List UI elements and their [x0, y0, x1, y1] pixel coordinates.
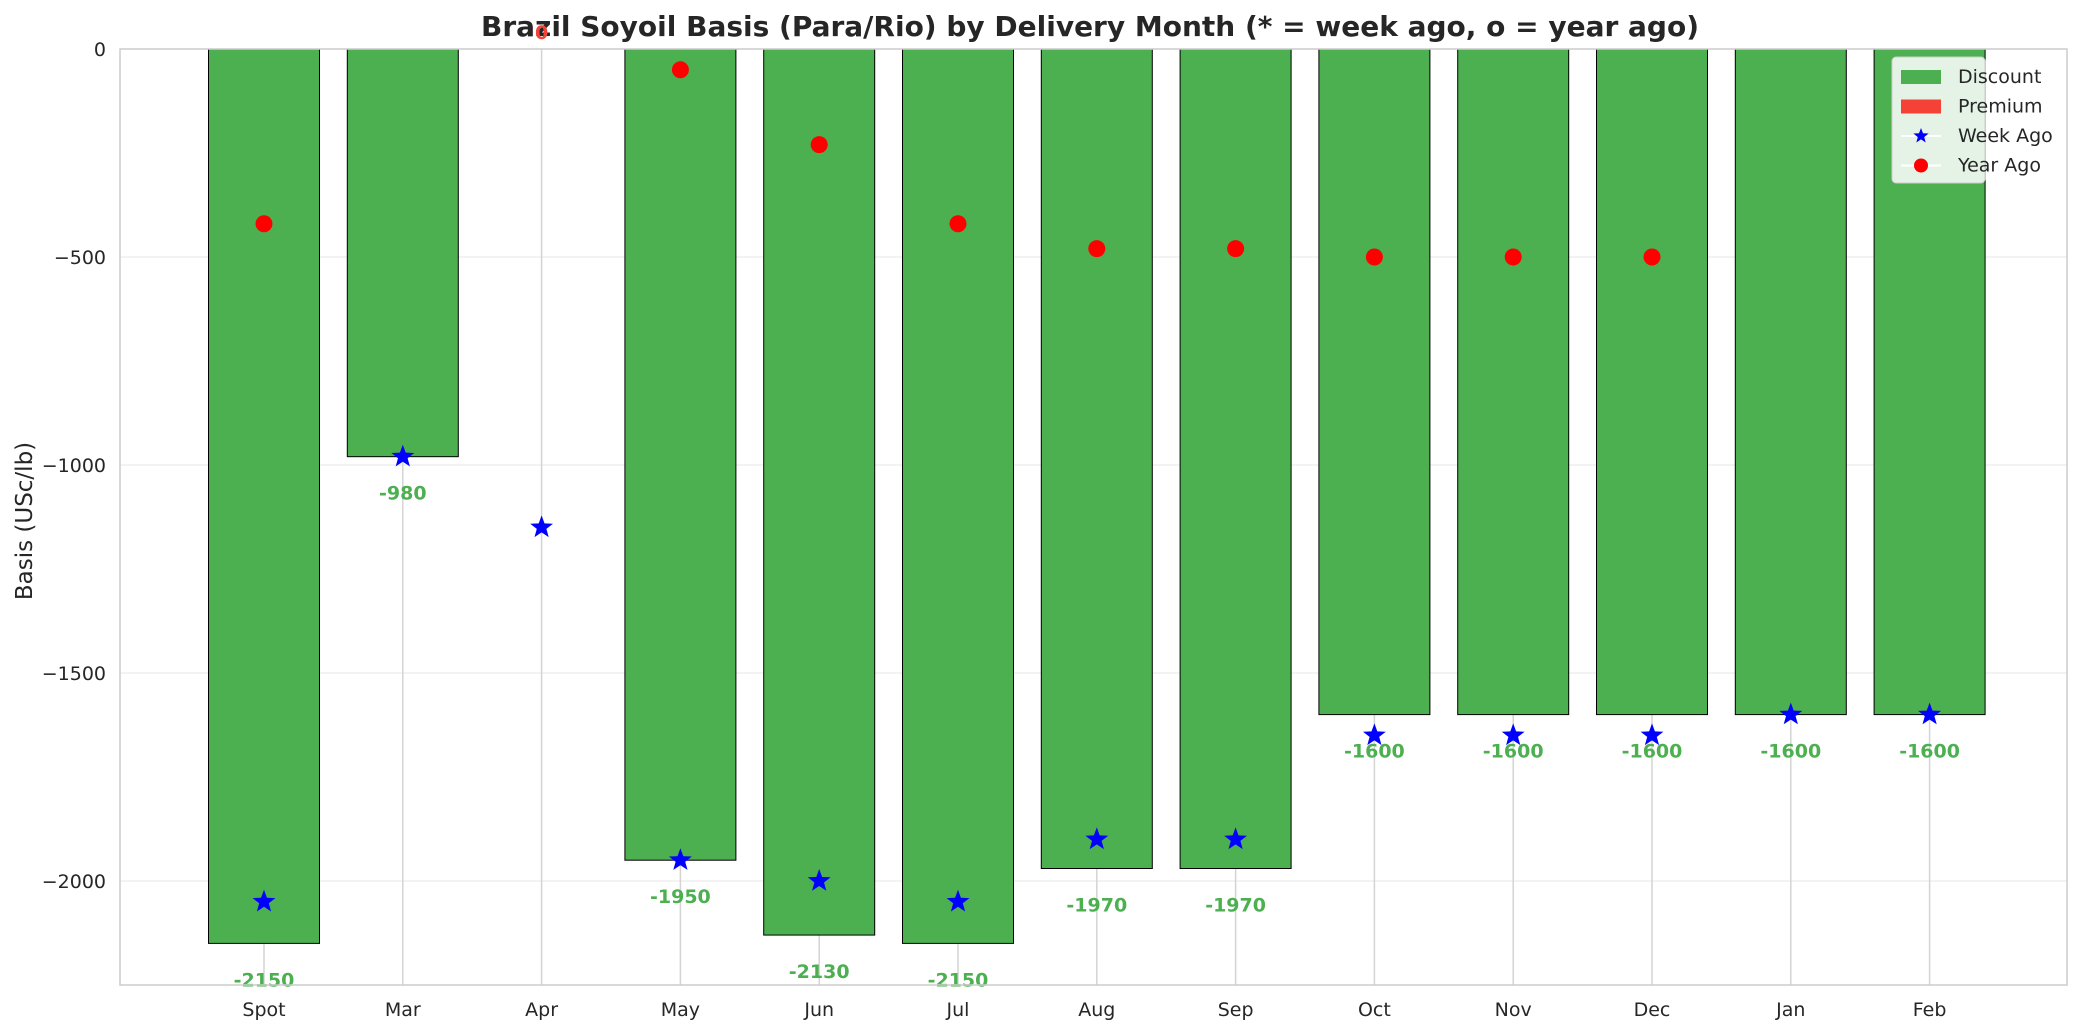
y-tick-label: 0	[94, 39, 106, 61]
y-axis-ticks: 0 −500 −1000 −1500 −2000	[42, 39, 106, 893]
bar-jul	[902, 48, 1014, 944]
legend-swatch	[1901, 70, 1941, 84]
x-tick-label-spot: Spot	[242, 999, 285, 1021]
markers	[252, 61, 1941, 912]
week-ago-marker-jan	[1779, 702, 1803, 725]
y-tick-label: −1000	[42, 455, 106, 477]
week-ago-marker-nov	[1501, 723, 1525, 746]
value-label-nov: -1600	[1483, 741, 1544, 763]
year-ago-marker-aug	[1088, 240, 1106, 258]
legend-circle-marker	[1914, 158, 1928, 173]
chart-title: Brazil Soyoil Basis (Para/Rio) by Delive…	[481, 10, 1699, 43]
x-tick-label-nov: Nov	[1495, 999, 1532, 1021]
legend-label: Premium	[1958, 96, 2043, 118]
legend-item-week-ago: Week Ago	[1901, 125, 2053, 147]
value-label-sep: -1970	[1205, 895, 1266, 917]
bar-nov	[1457, 48, 1570, 716]
x-tick-label-sep: Sep	[1218, 999, 1254, 1021]
value-label-jun: -2130	[789, 961, 850, 983]
legend-star-marker	[1913, 128, 1929, 143]
value-label-mar: -980	[379, 483, 427, 505]
legend-label: Discount	[1958, 66, 2041, 88]
bar-may	[624, 48, 737, 861]
legend-item-discount: Discount	[1901, 66, 2041, 88]
bar-dec	[1596, 48, 1708, 716]
legend: Discount Premium Week Ago Year Ago	[1891, 56, 2053, 184]
x-tick-label-jul: Jul	[946, 999, 970, 1021]
value-labels: -2150 -980 0 -1950 -2130 -2150 -1970 -1970 -1600…	[234, 22, 1960, 991]
year-ago-marker-jul	[949, 215, 967, 233]
week-ago-marker-spot	[252, 889, 276, 912]
week-ago-marker-jul	[946, 889, 970, 912]
x-axis-ticks: Spot Mar Apr May Jun Jul Aug Sep Oct Nov Dec Jan Feb	[242, 999, 1946, 1021]
year-ago-marker-sep	[1227, 240, 1245, 258]
value-label-spot: -2150	[234, 969, 295, 991]
bar-spot	[208, 48, 320, 944]
legend-item-premium: Premium	[1901, 96, 2043, 118]
week-ago-marker-mar	[391, 444, 415, 467]
week-ago-marker-jun	[807, 869, 831, 891]
y-tick-label: −1500	[42, 663, 106, 685]
y-tick-label: −500	[54, 247, 106, 269]
value-label-feb: -1600	[1899, 741, 1960, 763]
legend-item-year-ago: Year Ago	[1901, 155, 2041, 177]
week-ago-marker-may	[669, 848, 692, 870]
year-ago-marker-spot	[255, 215, 273, 233]
value-label-apr: 0	[535, 22, 548, 44]
legend-box	[1891, 56, 1986, 184]
y-axis-label: Basis (USc/lb)	[12, 442, 38, 600]
plot-frame	[119, 48, 2068, 986]
legend-label: Year Ago	[1957, 155, 2041, 177]
year-ago-marker-may	[671, 61, 689, 79]
x-tick-label-aug: Aug	[1078, 999, 1115, 1021]
bars	[208, 48, 1986, 944]
bar-aug	[1040, 48, 1153, 870]
value-label-jan: -1600	[1760, 741, 1821, 763]
x-tick-label-feb: Feb	[1913, 999, 1947, 1021]
year-ago-marker-dec	[1643, 248, 1661, 266]
week-ago-marker-sep	[1224, 827, 1247, 850]
week-ago-marker-apr	[530, 515, 553, 538]
bar-mar	[346, 48, 459, 458]
value-label-jul: -2150	[928, 969, 989, 991]
x-tick-label-oct: Oct	[1358, 999, 1391, 1021]
x-tick-label-may: May	[661, 999, 700, 1021]
legend-label: Week Ago	[1958, 125, 2053, 147]
week-ago-marker-oct	[1363, 723, 1386, 746]
bar-oct	[1318, 48, 1431, 716]
bar-jan	[1734, 48, 1847, 716]
week-ago-marker-aug	[1085, 827, 1109, 850]
bar-sep	[1179, 48, 1292, 870]
value-label-oct: -1600	[1344, 741, 1405, 763]
week-ago-marker-feb	[1918, 702, 1941, 725]
x-tick-label-jan: Jan	[1775, 999, 1805, 1021]
x-tick-label-jun: Jun	[803, 999, 834, 1021]
year-ago-marker-oct	[1365, 248, 1383, 266]
value-label-aug: -1970	[1066, 895, 1127, 917]
year-ago-marker-nov	[1504, 248, 1522, 266]
x-tick-label-apr: Apr	[525, 999, 558, 1021]
legend-swatch	[1901, 99, 1941, 114]
bar-jun	[763, 48, 876, 936]
value-label-may: -1950	[650, 886, 711, 908]
y-tick-label: −2000	[42, 871, 106, 893]
x-tick-label-mar: Mar	[385, 999, 421, 1021]
x-tick-label-dec: Dec	[1634, 999, 1671, 1021]
year-ago-marker-jun	[810, 136, 828, 154]
week-ago-marker-dec	[1640, 723, 1664, 746]
value-label-dec: -1600	[1622, 741, 1683, 763]
